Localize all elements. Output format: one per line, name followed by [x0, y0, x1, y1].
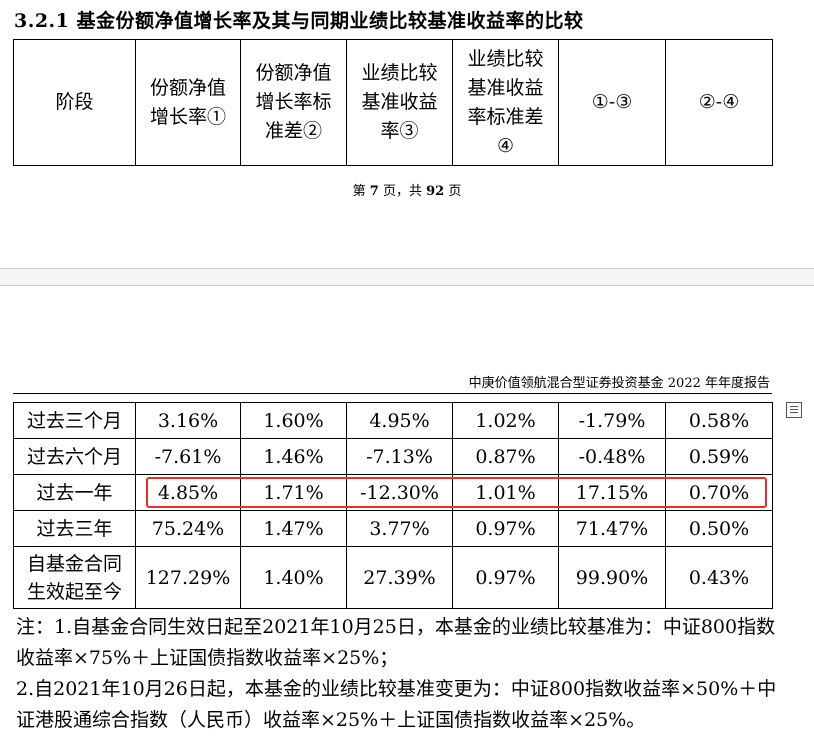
note-line: 2.自2021年10月26日起，本基金的业绩比较基准变更为：中证800指数收益率…: [16, 678, 777, 700]
table-cell: 0.58%: [665, 402, 773, 439]
outline-icon[interactable]: [786, 402, 802, 418]
page-break: [0, 268, 814, 286]
note-line: 注：1.自基金合同生效日起至2021年10月25日，本基金的业绩比较基准为：中证…: [16, 616, 776, 638]
table-cell: -7.13%: [346, 438, 453, 475]
performance-table: 过去三个月 3.16% 1.60% 4.95% 1.02% -1.79% 0.58% 过去六个…: [13, 402, 773, 609]
table-cell: 1.02%: [452, 402, 559, 439]
table-cell: -7.61%: [135, 438, 241, 475]
header-benchmark-return: 业绩比较 基准收益 率③: [346, 39, 453, 166]
header-diff-2-4: ②-④: [665, 39, 773, 166]
table-cell: 127.29%: [135, 546, 241, 609]
table-cell: 4.95%: [346, 402, 453, 439]
table-row: 自基金合同 生效起至今 127.29% 1.40% 27.39% 0.97% 99.90% 0…: [13, 546, 773, 609]
note-line: 证港股通综合指数（人民币）收益率×25%＋上证国债指数收益率×25%。: [16, 709, 646, 731]
table-cell: 27.39%: [346, 546, 453, 609]
header-nav-growth-std: 份额净值 增长率标 准差②: [240, 39, 347, 166]
table-cell: 1.46%: [240, 438, 347, 475]
highlight-box: [146, 477, 767, 508]
header-rule: [13, 393, 772, 394]
table-cell: 75.24%: [135, 510, 241, 547]
table-cell: 0.59%: [665, 438, 773, 475]
header-nav-growth: 份额净值 增长率①: [135, 39, 241, 166]
table-row: 过去三个月 3.16% 1.60% 4.95% 1.02% -1.79% 0.58%: [13, 402, 773, 439]
table-cell: 4.85%: [135, 474, 241, 511]
row-label: 过去三年: [13, 510, 136, 547]
table-cell: -0.48%: [558, 438, 666, 475]
table-cell: 99.90%: [558, 546, 666, 609]
table-cell: 1.71%: [240, 474, 347, 511]
table-cell: 17.15%: [558, 474, 666, 511]
row-label: 过去一年: [13, 474, 136, 511]
table-cell: 1.40%: [240, 546, 347, 609]
table-cell: 3.16%: [135, 402, 241, 439]
table-row: 过去六个月 -7.61% 1.46% -7.13% 0.87% -0.48% 0.59%: [13, 438, 773, 475]
table-cell: 3.77%: [346, 510, 453, 547]
table-row: 过去三年 75.24% 1.47% 3.77% 0.97% 71.47% 0.50%: [13, 510, 773, 547]
notes: 注：1.自基金合同生效日起至2021年10月25日，本基金的业绩比较基准为：中证…: [16, 612, 796, 736]
note-line: 收益率×75%＋上证国债指数收益率×25%；: [16, 647, 399, 669]
table-cell: 1.47%: [240, 510, 347, 547]
header-diff-1-3: ①-③: [558, 39, 666, 166]
table-cell: 0.43%: [665, 546, 773, 609]
table-cell: 1.60%: [240, 402, 347, 439]
table-cell: 71.47%: [558, 510, 666, 547]
table-cell: 0.50%: [665, 510, 773, 547]
row-label: 自基金合同 生效起至今: [13, 546, 136, 609]
header-stage: 阶段: [13, 39, 136, 166]
table-cell: -1.79%: [558, 402, 666, 439]
page-number: 第 7 页，共 92 页: [352, 184, 462, 199]
table-cell: 0.87%: [452, 438, 559, 475]
row-label: 过去六个月: [13, 438, 136, 475]
section-title: 3.2.1 基金份额净值增长率及其与同期业绩比较基准收益率的比较: [14, 10, 584, 32]
table-cell: 0.70%: [665, 474, 773, 511]
report-header: 中庚价值领航混合型证券投资基金 2022 年年度报告: [468, 376, 770, 391]
table-cell: 0.97%: [452, 546, 559, 609]
table-row: 过去一年 4.85% 1.71% -12.30% 1.01% 17.15% 0.70%: [13, 474, 773, 511]
table-cell: 0.97%: [452, 510, 559, 547]
header-benchmark-std: 业绩比较 基准收益 率标准差 ④: [452, 39, 559, 166]
row-label: 过去三个月: [13, 402, 136, 439]
comparison-table-header: 阶段 份额净值 增长率① 份额净值 增长率标 准差② 业绩比较 基准收益 率③ 业绩比较基…: [13, 39, 773, 166]
